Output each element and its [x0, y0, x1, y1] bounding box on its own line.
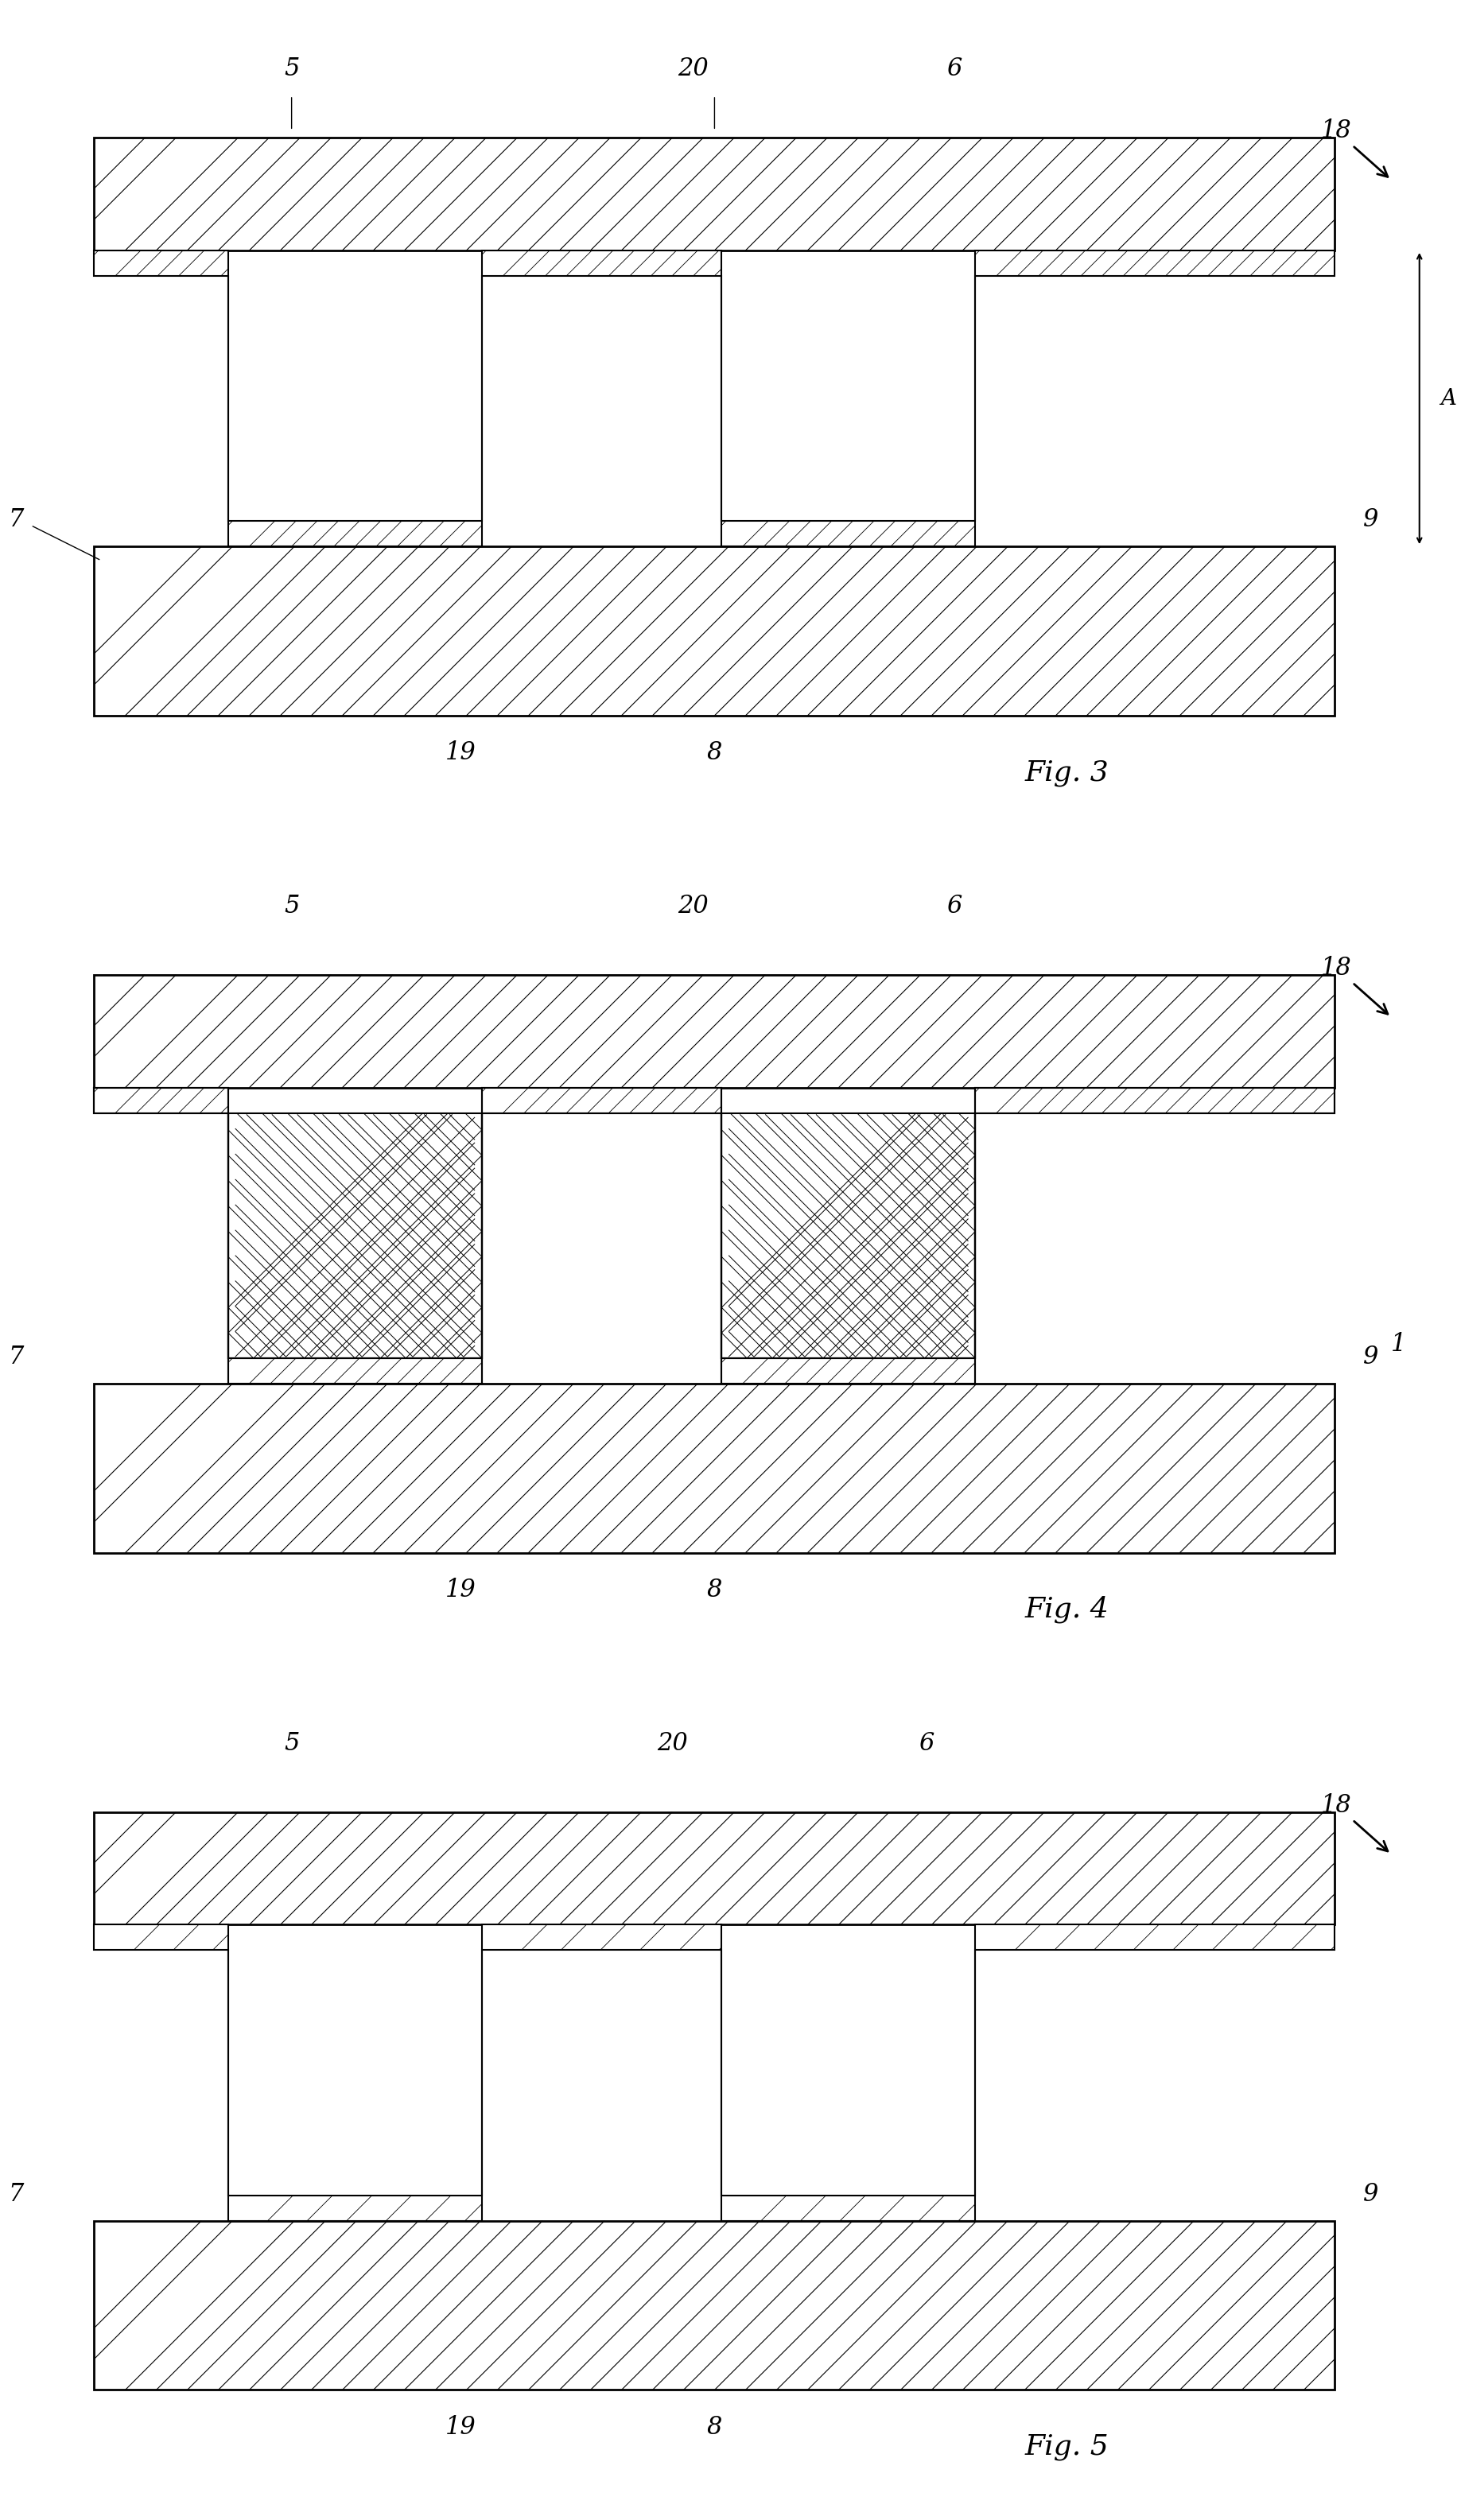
- Text: 6: 6: [918, 1731, 932, 1756]
- Text: 19: 19: [444, 741, 476, 766]
- Text: 20: 20: [657, 1731, 688, 1756]
- Text: 9: 9: [1362, 507, 1378, 532]
- Text: 6: 6: [946, 55, 962, 81]
- Polygon shape: [95, 1925, 1335, 2220]
- Text: 6: 6: [946, 895, 962, 917]
- Text: 5: 5: [284, 55, 299, 81]
- Text: 8: 8: [707, 741, 721, 766]
- Text: 9: 9: [1362, 1346, 1378, 1368]
- Text: 8: 8: [707, 2414, 721, 2439]
- Text: 9: 9: [1362, 2182, 1378, 2208]
- Text: 7: 7: [9, 1346, 23, 1368]
- Text: Fig. 4: Fig. 4: [1024, 1595, 1109, 1623]
- Text: 20: 20: [678, 55, 708, 81]
- Text: 8: 8: [707, 1578, 721, 1603]
- Text: A: A: [1440, 388, 1456, 408]
- Text: 1: 1: [1390, 1333, 1406, 1356]
- Text: Fig. 5: Fig. 5: [1024, 2434, 1109, 2460]
- Text: 18: 18: [1320, 118, 1387, 176]
- Text: 5: 5: [284, 895, 299, 917]
- Text: 19: 19: [444, 2414, 476, 2439]
- Text: 20: 20: [678, 895, 708, 917]
- Text: 7: 7: [9, 507, 23, 532]
- Text: 5: 5: [284, 1731, 299, 1756]
- Text: Fig. 3: Fig. 3: [1024, 759, 1109, 786]
- Text: 19: 19: [444, 1578, 476, 1603]
- Text: 18: 18: [1320, 1792, 1387, 1852]
- Polygon shape: [95, 1089, 1335, 1383]
- Text: 18: 18: [1320, 955, 1387, 1013]
- Text: 7: 7: [9, 2182, 23, 2208]
- Polygon shape: [95, 249, 1335, 547]
